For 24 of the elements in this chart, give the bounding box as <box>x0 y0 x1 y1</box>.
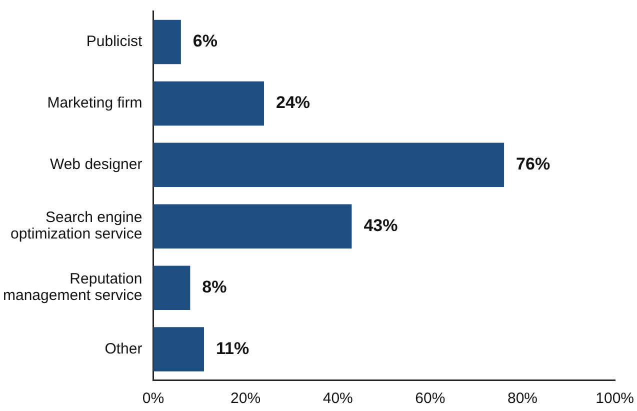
y-tick-label: Other <box>104 340 142 358</box>
data-label: 6% <box>192 32 218 51</box>
bar <box>153 142 504 188</box>
y-tick-label: Marketing firm <box>47 94 142 112</box>
x-tick-label: 100% <box>596 390 634 408</box>
data-label: 11% <box>216 338 250 358</box>
bar <box>153 266 190 310</box>
bar <box>153 20 181 64</box>
x-tick-label: 40% <box>322 390 353 408</box>
bar <box>153 327 204 372</box>
x-tick-label: 60% <box>415 390 446 408</box>
y-tick-label: Reputation management service <box>3 270 142 304</box>
bar <box>153 204 352 248</box>
data-label: 76% <box>516 154 550 174</box>
x-tick-label: 20% <box>230 390 261 408</box>
y-tick-label: Web designer <box>50 156 142 174</box>
y-tick-label: Publicist <box>86 33 144 50</box>
x-tick-label: 0% <box>142 390 164 408</box>
data-label: 24% <box>276 93 310 112</box>
x-tick-label: 80% <box>507 390 538 408</box>
data-label: 43% <box>364 216 398 236</box>
data-label: 8% <box>202 278 227 296</box>
bar <box>153 81 264 126</box>
y-tick-label: Search engine optimization service <box>10 209 142 243</box>
